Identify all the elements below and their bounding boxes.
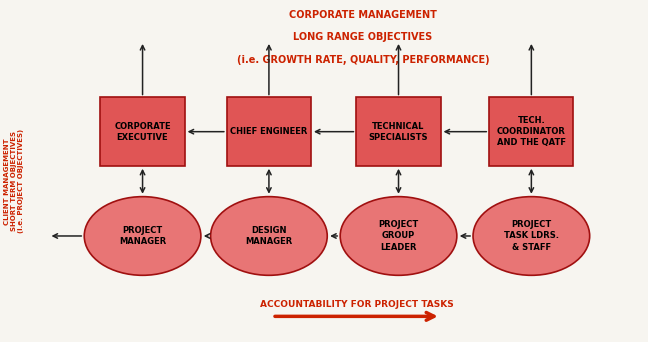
FancyBboxPatch shape — [227, 97, 311, 166]
Text: TECHNICAL
SPECIALISTS: TECHNICAL SPECIALISTS — [369, 122, 428, 142]
Ellipse shape — [473, 197, 590, 275]
Ellipse shape — [340, 197, 457, 275]
FancyBboxPatch shape — [489, 97, 573, 166]
Text: LONG RANGE OBJECTIVES: LONG RANGE OBJECTIVES — [294, 32, 432, 42]
Ellipse shape — [84, 197, 201, 275]
Text: CORPORATE MANAGEMENT: CORPORATE MANAGEMENT — [289, 10, 437, 20]
Text: PROJECT
MANAGER: PROJECT MANAGER — [119, 226, 166, 246]
Text: ACCOUNTABILITY FOR PROJECT TASKS: ACCOUNTABILITY FOR PROJECT TASKS — [260, 300, 453, 309]
Text: DESIGN
MANAGER: DESIGN MANAGER — [246, 226, 292, 246]
FancyBboxPatch shape — [356, 97, 441, 166]
Text: (i.e. GROWTH RATE, QUALITY, PERFORMANCE): (i.e. GROWTH RATE, QUALITY, PERFORMANCE) — [237, 55, 489, 65]
Text: CHIEF ENGINEER: CHIEF ENGINEER — [230, 127, 308, 136]
FancyBboxPatch shape — [100, 97, 185, 166]
Text: CLIENT MANAGEMENT
SHORT TERM OBJECTIVES
(i.e. PROJECT OBJECTIVES): CLIENT MANAGEMENT SHORT TERM OBJECTIVES … — [5, 129, 24, 233]
Text: CORPORATE
EXECUTIVE: CORPORATE EXECUTIVE — [114, 122, 171, 142]
Text: TECH.
COORDINATOR
AND THE QATF: TECH. COORDINATOR AND THE QATF — [497, 116, 566, 147]
Text: PROJECT
GROUP
LEADER: PROJECT GROUP LEADER — [378, 220, 419, 252]
Text: PROJECT
TASK LDRS.
& STAFF: PROJECT TASK LDRS. & STAFF — [504, 220, 559, 252]
Ellipse shape — [211, 197, 327, 275]
